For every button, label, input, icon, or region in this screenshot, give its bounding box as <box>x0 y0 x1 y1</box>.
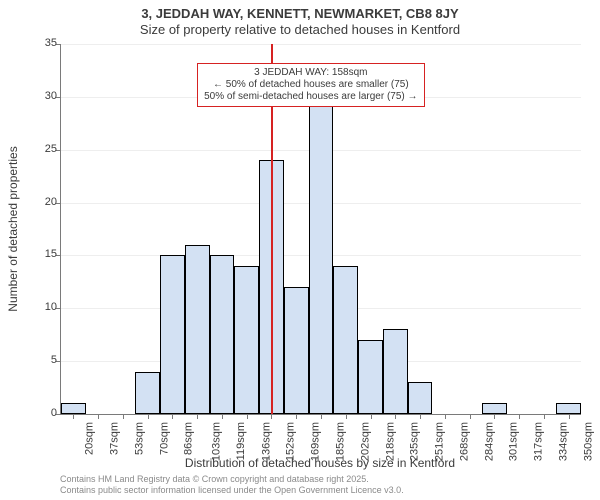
footer-line2: Contains public sector information licen… <box>60 485 404 496</box>
y-tick-label: 0 <box>31 407 57 419</box>
x-tick-mark <box>73 414 74 419</box>
y-tick-label: 30 <box>31 90 57 102</box>
x-tick-label: 37sqm <box>109 422 121 455</box>
x-tick-mark <box>123 414 124 419</box>
y-tick-label: 10 <box>31 301 57 313</box>
x-tick-mark <box>148 414 149 419</box>
footer-line1: Contains HM Land Registry data © Crown c… <box>60 474 404 485</box>
histogram-bar <box>160 255 185 414</box>
x-tick-label: 70sqm <box>158 422 170 455</box>
y-tick-label: 20 <box>31 196 57 208</box>
chart-title-address: 3, JEDDAH WAY, KENNETT, NEWMARKET, CB8 8… <box>0 6 600 21</box>
x-tick-label: 86sqm <box>183 422 195 455</box>
x-tick-mark <box>271 414 272 419</box>
histogram-bar <box>210 255 235 414</box>
histogram-bar <box>333 266 358 414</box>
x-tick-label: 20sqm <box>84 422 96 455</box>
histogram-bar <box>408 382 433 414</box>
footer-attribution: Contains HM Land Registry data © Crown c… <box>60 474 404 496</box>
x-tick-mark <box>172 414 173 419</box>
histogram-bar <box>309 97 334 414</box>
y-axis-label: Number of detached properties <box>6 44 20 414</box>
annotation-line1: 3 JEDDAH WAY: 158sqm <box>204 67 417 79</box>
x-tick-mark <box>494 414 495 419</box>
histogram-bar <box>61 403 86 414</box>
x-tick-mark <box>395 414 396 419</box>
x-tick-label: 53sqm <box>133 422 145 455</box>
histogram-bar <box>358 340 383 414</box>
x-axis-label: Distribution of detached houses by size … <box>60 456 580 470</box>
chart-wrapper: 3, JEDDAH WAY, KENNETT, NEWMARKET, CB8 8… <box>0 0 600 500</box>
x-tick-mark <box>569 414 570 419</box>
x-tick-mark <box>296 414 297 419</box>
x-tick-mark <box>197 414 198 419</box>
annotation-box: 3 JEDDAH WAY: 158sqm ← 50% of detached h… <box>197 63 424 107</box>
x-tick-mark <box>519 414 520 419</box>
histogram-bar <box>383 329 408 414</box>
x-tick-label: 119sqm <box>235 422 247 460</box>
histogram-bar <box>234 266 259 414</box>
y-tick-label: 35 <box>31 37 57 49</box>
x-tick-mark <box>321 414 322 419</box>
histogram-bar <box>185 245 210 414</box>
annotation-line3: 50% of semi-detached houses are larger (… <box>204 91 417 103</box>
y-tick-label: 15 <box>31 248 57 260</box>
x-tick-mark <box>544 414 545 419</box>
x-tick-mark <box>98 414 99 419</box>
x-tick-mark <box>445 414 446 419</box>
histogram-bar <box>482 403 507 414</box>
x-tick-mark <box>247 414 248 419</box>
histogram-bar <box>556 403 581 414</box>
annotation-line2: ← 50% of detached houses are smaller (75… <box>204 79 417 91</box>
x-tick-mark <box>470 414 471 419</box>
x-tick-mark <box>222 414 223 419</box>
histogram-bar <box>284 287 309 414</box>
x-tick-label: 350sqm <box>582 422 594 461</box>
x-tick-mark <box>371 414 372 419</box>
plot-area: 3 JEDDAH WAY: 158sqm ← 50% of detached h… <box>60 44 581 415</box>
y-tick-label: 5 <box>31 354 57 366</box>
y-tick-label: 25 <box>31 143 57 155</box>
x-tick-mark <box>346 414 347 419</box>
histogram-bar <box>135 372 160 414</box>
chart-title-desc: Size of property relative to detached ho… <box>0 22 600 37</box>
x-tick-mark <box>420 414 421 419</box>
